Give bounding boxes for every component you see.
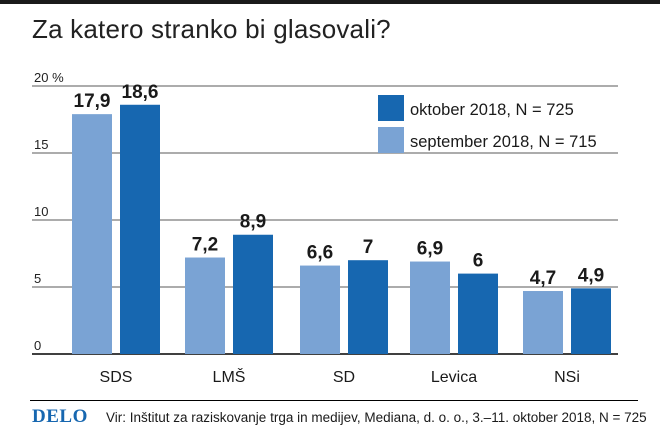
value-labels: 17,9 18,6 7,2 8,9 6,6 7 6,9 6 4,7 4,9 (74, 82, 605, 289)
bar-sd-september (300, 265, 340, 354)
value-label: 6,6 (307, 243, 333, 264)
bar-lmš-september (185, 257, 225, 354)
source-note: Vir: Inštitut za raziskovanje trga in me… (106, 410, 647, 425)
legend-swatch (378, 127, 404, 153)
bar-nsi-september (523, 291, 563, 354)
y-tick-label: 0 (34, 338, 41, 353)
y-tick-label: 15 (34, 137, 48, 152)
value-label: 18,6 (122, 82, 159, 103)
x-tick-label: LMŠ (213, 367, 246, 386)
legend-label: september 2018, N = 715 (410, 133, 597, 151)
legend: oktober 2018, N = 725 september 2018, N =… (378, 95, 597, 153)
y-tick-label: 5 (34, 271, 41, 286)
bars (72, 104, 611, 354)
x-tick-label: SDS (100, 369, 133, 386)
bar-levica-september (410, 261, 450, 354)
bar-lmš-oktober (233, 234, 273, 354)
bar-sds-september (72, 114, 112, 354)
value-label: 4,9 (578, 265, 604, 286)
y-tick-label: 20 % (34, 70, 64, 85)
value-label: 7 (363, 237, 374, 258)
bar-levica-oktober (458, 273, 498, 354)
x-axis-labels: SDS LMŠ SD Levica NSi (100, 367, 580, 386)
x-tick-label: NSi (554, 369, 580, 386)
value-label: 8,9 (240, 212, 266, 233)
footer-rule (30, 400, 638, 401)
value-label: 7,2 (192, 235, 218, 256)
y-axis-labels: 0 5 10 15 20 % (34, 70, 64, 353)
legend-swatch (378, 95, 404, 121)
legend-label: oktober 2018, N = 725 (410, 101, 574, 119)
value-label: 6,9 (417, 239, 443, 260)
x-tick-label: SD (333, 369, 355, 386)
bar-sds-oktober (120, 104, 160, 354)
value-label: 6 (473, 251, 484, 272)
top-rule (0, 0, 660, 4)
value-label: 4,7 (530, 268, 556, 289)
bar-nsi-oktober (571, 288, 611, 354)
value-label: 17,9 (74, 91, 111, 112)
bar-sd-oktober (348, 260, 388, 354)
delo-logo: DELO (32, 406, 88, 427)
chart-title: Za katero stranko bi glasovali? (32, 14, 391, 44)
y-tick-label: 10 (34, 204, 48, 219)
x-tick-label: Levica (431, 369, 477, 386)
